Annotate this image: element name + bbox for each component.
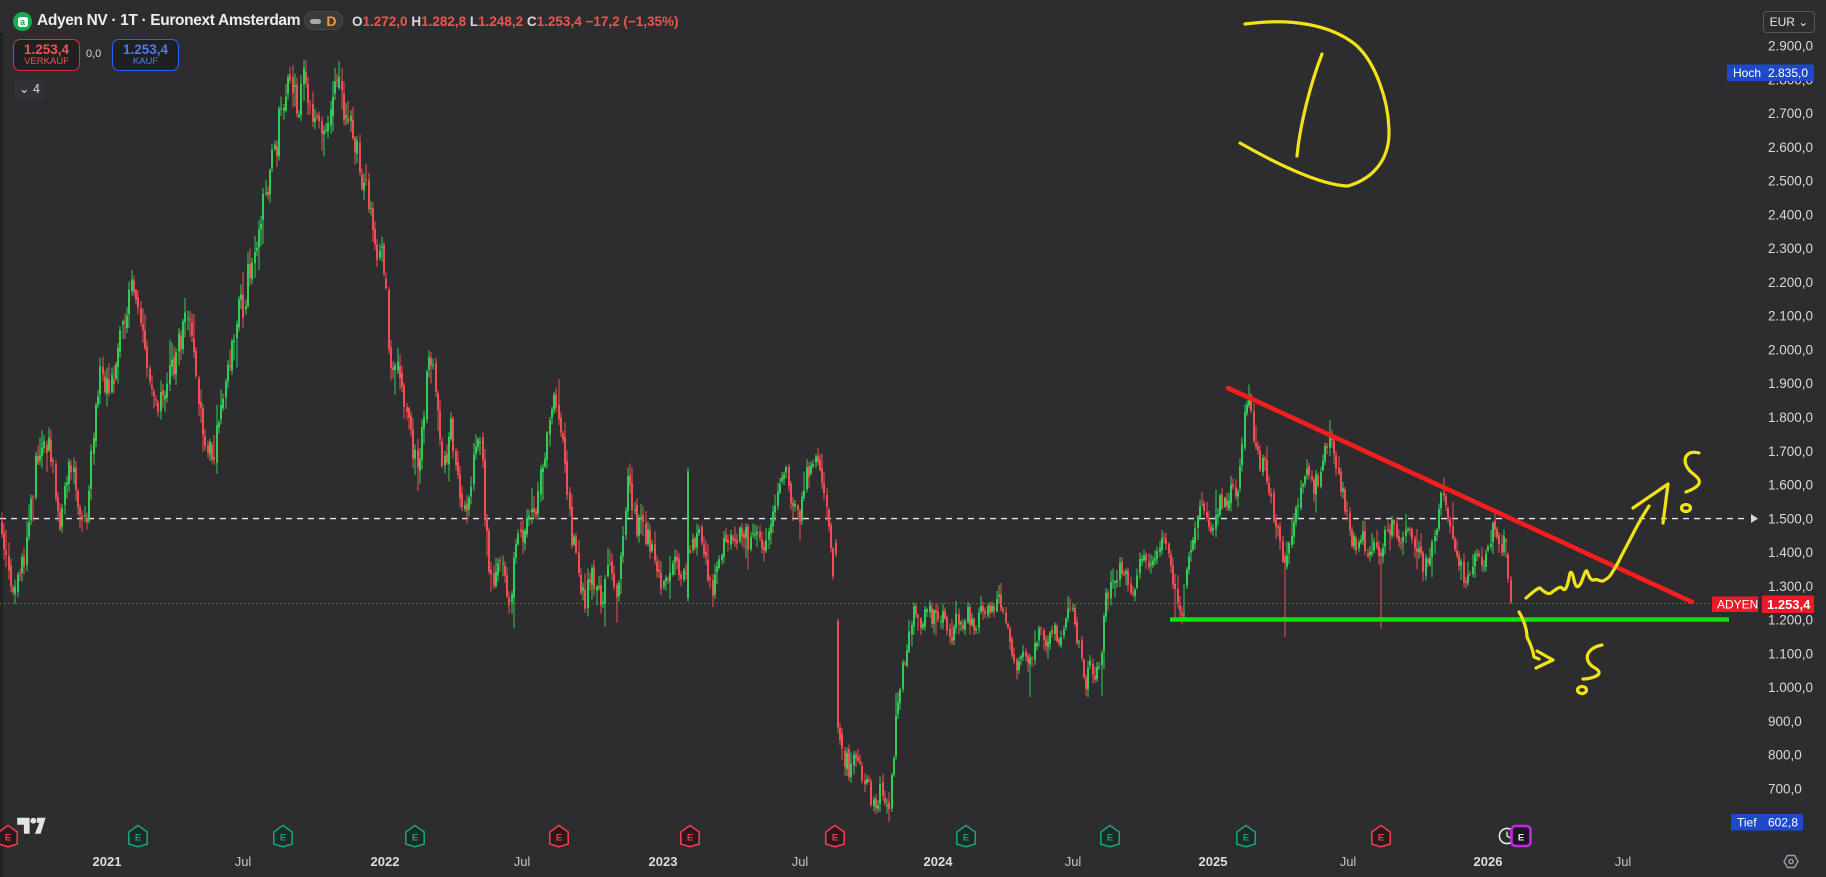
svg-text:1.900,0: 1.900,0 — [1768, 376, 1813, 391]
svg-text:2.100,0: 2.100,0 — [1768, 309, 1813, 324]
svg-text:E: E — [687, 833, 693, 844]
svg-text:Jul: Jul — [514, 854, 531, 869]
svg-text:E: E — [1107, 833, 1113, 844]
svg-text:800,0: 800,0 — [1768, 748, 1802, 763]
svg-text:Jul: Jul — [792, 854, 809, 869]
svg-text:2.835,0: 2.835,0 — [1768, 66, 1808, 80]
svg-text:Jul: Jul — [1065, 854, 1082, 869]
svg-text:E: E — [5, 833, 11, 844]
svg-text:2.500,0: 2.500,0 — [1768, 174, 1813, 189]
svg-text:2026: 2026 — [1474, 854, 1503, 869]
svg-text:Tief: Tief — [1737, 816, 1757, 830]
svg-text:Jul: Jul — [1615, 854, 1632, 869]
svg-text:E: E — [556, 833, 562, 844]
svg-text:1.000,0: 1.000,0 — [1768, 680, 1813, 695]
svg-text:1.253,4: 1.253,4 — [1767, 597, 1811, 612]
svg-text:1.400,0: 1.400,0 — [1768, 545, 1813, 560]
svg-text:E: E — [1378, 833, 1384, 844]
svg-text:E: E — [1243, 833, 1249, 844]
svg-text:2022: 2022 — [371, 854, 400, 869]
svg-text:E: E — [412, 833, 418, 844]
svg-text:1.200,0: 1.200,0 — [1768, 613, 1813, 628]
svg-text:2.300,0: 2.300,0 — [1768, 241, 1813, 256]
svg-text:2023: 2023 — [649, 854, 678, 869]
svg-text:1.500,0: 1.500,0 — [1768, 511, 1813, 526]
svg-text:1.700,0: 1.700,0 — [1768, 444, 1813, 459]
svg-text:2.400,0: 2.400,0 — [1768, 207, 1813, 222]
svg-text:1.600,0: 1.600,0 — [1768, 478, 1813, 493]
svg-text:Jul: Jul — [1340, 854, 1357, 869]
svg-text:Hoch: Hoch — [1733, 66, 1761, 80]
svg-text:2.900,0: 2.900,0 — [1768, 39, 1813, 54]
svg-text:E: E — [280, 833, 286, 844]
svg-text:2024: 2024 — [924, 854, 954, 869]
svg-text:900,0: 900,0 — [1768, 714, 1802, 729]
svg-text:ADYEN: ADYEN — [1717, 598, 1758, 612]
svg-text:2.700,0: 2.700,0 — [1768, 106, 1813, 121]
svg-text:1.300,0: 1.300,0 — [1768, 579, 1813, 594]
svg-text:602,8: 602,8 — [1768, 816, 1798, 830]
svg-text:Jul: Jul — [235, 854, 252, 869]
svg-text:E: E — [1518, 833, 1524, 844]
svg-text:1.100,0: 1.100,0 — [1768, 646, 1813, 661]
svg-text:E: E — [832, 833, 838, 844]
svg-text:2.600,0: 2.600,0 — [1768, 140, 1813, 155]
svg-text:2025: 2025 — [1199, 854, 1228, 869]
svg-text:700,0: 700,0 — [1768, 782, 1802, 797]
svg-text:2021: 2021 — [93, 854, 122, 869]
svg-text:E: E — [135, 833, 141, 844]
svg-text:1.800,0: 1.800,0 — [1768, 410, 1813, 425]
svg-text:2.200,0: 2.200,0 — [1768, 275, 1813, 290]
svg-text:2.000,0: 2.000,0 — [1768, 343, 1813, 358]
svg-text:E: E — [963, 833, 969, 844]
